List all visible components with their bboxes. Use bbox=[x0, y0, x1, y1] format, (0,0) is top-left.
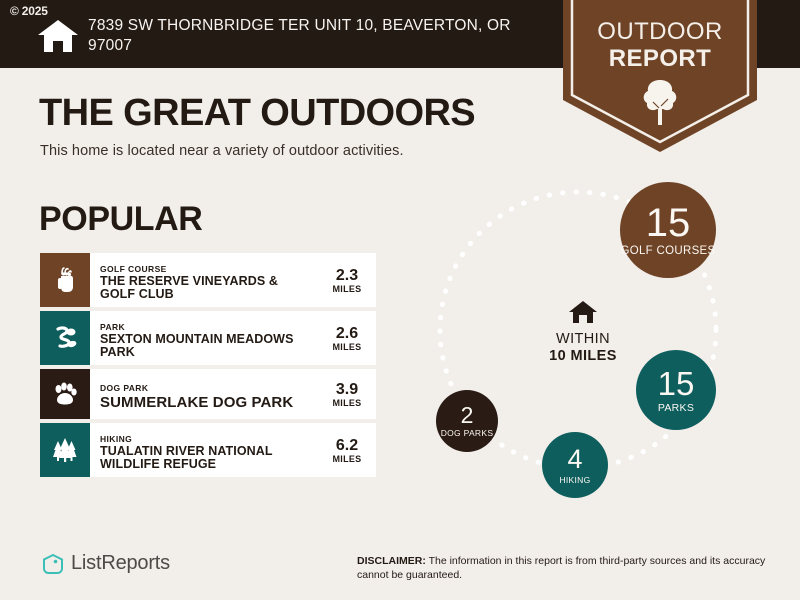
page-title: THE GREAT OUTDOORS bbox=[39, 92, 476, 134]
popular-places-list: GOLF COURSE THE RESERVE VINEYARDS & GOLF… bbox=[40, 253, 376, 481]
park-tile bbox=[40, 311, 90, 365]
stat-count: 15 bbox=[645, 200, 691, 245]
list-item-distance: 3.9 MILES bbox=[318, 369, 376, 419]
listreports-logo-text: ListReports bbox=[71, 552, 170, 574]
dog-park-tile bbox=[40, 369, 90, 419]
pine-trees-icon bbox=[53, 438, 77, 462]
list-item-name: SUMMERLAKE DOG PARK bbox=[100, 393, 294, 411]
distance-unit: MILES bbox=[332, 341, 362, 352]
stat-label: DOG PARKS bbox=[440, 428, 494, 438]
outdoor-report-badge bbox=[563, 0, 757, 152]
distance-unit: MILES bbox=[332, 453, 362, 464]
list-item-text: GOLF COURSE THE RESERVE VINEYARDS & GOLF… bbox=[90, 253, 318, 307]
popular-heading: POPULAR bbox=[39, 200, 203, 238]
distance-value: 2.3 bbox=[335, 266, 359, 284]
disclaimer-label: DISCLAIMER: bbox=[357, 555, 426, 567]
disclaimer-text: The information in this report is from t… bbox=[357, 555, 766, 581]
listreports-logo-icon bbox=[43, 553, 63, 574]
stat-label: HIKING bbox=[559, 474, 591, 485]
stat-circle-parks[interactable]: 15 PARKS bbox=[636, 350, 716, 430]
list-item-name: THE RESERVE VINEYARDS & GOLF CLUB bbox=[100, 273, 279, 301]
home-icon bbox=[38, 20, 78, 52]
diagram-center-label: WITHIN 10 MILES bbox=[518, 300, 648, 365]
list-item-name: SEXTON MOUNTAIN MEADOWS PARK bbox=[100, 331, 294, 359]
distance-value: 3.9 bbox=[335, 380, 359, 398]
golf-bag-icon bbox=[58, 267, 73, 292]
park-trail-icon bbox=[56, 326, 77, 348]
stat-circle-golf-courses[interactable]: 15 GOLF COURSES bbox=[620, 182, 716, 278]
paw-print-icon bbox=[55, 382, 77, 405]
distance-unit: MILES bbox=[332, 283, 362, 294]
within-10-miles-diagram: WITHIN 10 MILES 15 GOLF COURSES 15 PARKS… bbox=[408, 160, 800, 520]
list-item-category: PARK bbox=[100, 321, 126, 332]
list-item[interactable]: GOLF COURSE THE RESERVE VINEYARDS & GOLF… bbox=[40, 253, 376, 307]
list-item-category: HIKING bbox=[100, 433, 133, 444]
list-item-text: DOG PARK SUMMERLAKE DOG PARK bbox=[90, 369, 318, 419]
list-item-distance: 2.3 MILES bbox=[318, 253, 376, 307]
copyright-label: © 2025 bbox=[10, 4, 48, 18]
badge-line-2: REPORT bbox=[608, 45, 712, 72]
tree-icon bbox=[643, 80, 677, 125]
list-item-category: GOLF COURSE bbox=[100, 263, 167, 274]
list-item-category: DOG PARK bbox=[100, 382, 149, 393]
stat-count: 4 bbox=[567, 443, 583, 474]
list-item-text: PARK SEXTON MOUNTAIN MEADOWS PARK bbox=[90, 311, 318, 365]
list-item[interactable]: PARK SEXTON MOUNTAIN MEADOWS PARK 2.6 MI… bbox=[40, 311, 376, 365]
stat-label: GOLF COURSES bbox=[620, 244, 716, 257]
hiking-tile bbox=[40, 423, 90, 477]
golf-course-tile bbox=[40, 253, 90, 307]
list-item[interactable]: DOG PARK SUMMERLAKE DOG PARK 3.9 MILES bbox=[40, 369, 376, 419]
page-subtitle: This home is located near a variety of o… bbox=[40, 143, 404, 159]
list-item-text: HIKING TUALATIN RIVER NATIONAL WILDLIFE … bbox=[90, 423, 318, 477]
list-item-distance: 6.2 MILES bbox=[318, 423, 376, 477]
stat-label: PARKS bbox=[657, 401, 695, 414]
stat-circle-hiking[interactable]: 4 HIKING bbox=[542, 432, 608, 498]
list-item[interactable]: HIKING TUALATIN RIVER NATIONAL WILDLIFE … bbox=[40, 423, 376, 477]
badge-title: OUTDOOR REPORT bbox=[563, 18, 757, 72]
home-icon bbox=[569, 301, 597, 323]
disclaimer: DISCLAIMER: The information in this repo… bbox=[357, 555, 767, 582]
stat-circle-dog-parks[interactable]: 2 DOG PARKS bbox=[436, 390, 498, 452]
list-item-name: TUALATIN RIVER NATIONAL WILDLIFE REFUGE bbox=[100, 443, 273, 471]
center-line-2: 10 MILES bbox=[549, 348, 617, 364]
distance-unit: MILES bbox=[332, 397, 362, 408]
badge-line-1: OUTDOOR bbox=[597, 18, 723, 45]
distance-value: 6.2 bbox=[335, 436, 359, 454]
list-item-distance: 2.6 MILES bbox=[318, 311, 376, 365]
center-line-1: WITHIN bbox=[556, 331, 610, 347]
distance-value: 2.6 bbox=[335, 324, 359, 342]
stat-count: 15 bbox=[657, 364, 695, 402]
listreports-logo[interactable]: ListReports bbox=[42, 552, 170, 575]
stat-count: 2 bbox=[460, 402, 474, 428]
property-address: 7839 SW THORNBRIDGE TER UNIT 10, BEAVERT… bbox=[88, 17, 511, 54]
